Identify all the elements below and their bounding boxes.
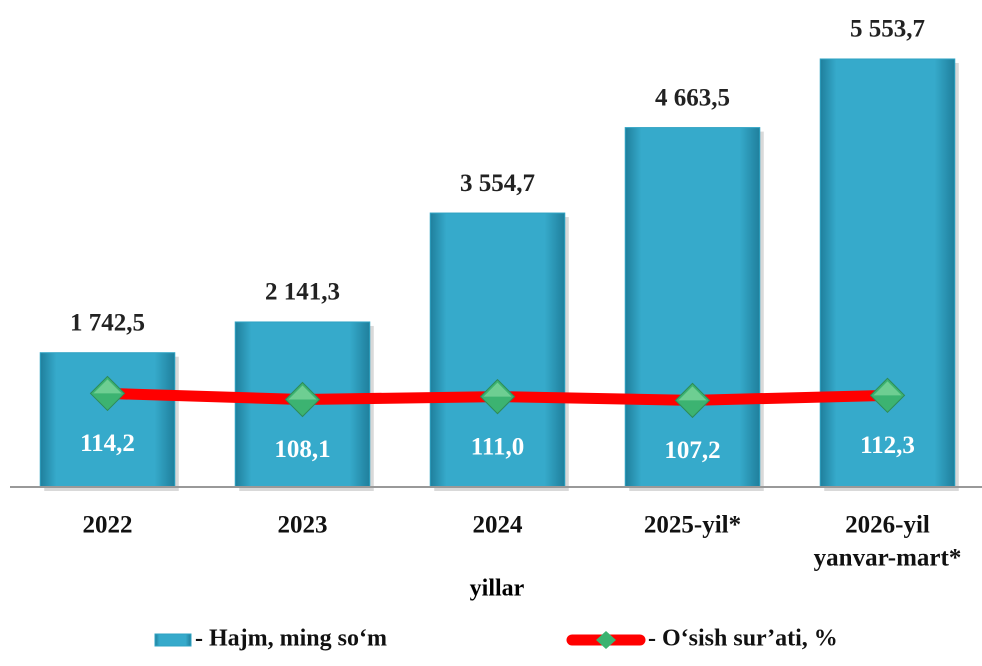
line-value-label: 107,2 xyxy=(664,437,720,464)
marker-highlight xyxy=(93,379,122,394)
marker-highlight xyxy=(288,385,317,400)
bar-value-label: 3 554,7 xyxy=(460,170,535,197)
bar-value-label: 5 553,7 xyxy=(850,16,925,43)
x-tick-label: 2026-yil xyxy=(845,512,930,539)
line-value-label: 108,1 xyxy=(274,436,330,463)
line-value-label: 112,3 xyxy=(860,432,915,459)
x-tick-label: 2025-yil* xyxy=(644,512,741,539)
bar xyxy=(819,58,956,488)
bar-value-label: 2 141,3 xyxy=(265,279,340,306)
x-axis-label: yillar xyxy=(470,576,525,602)
bar xyxy=(429,212,566,488)
legend-label: - O‘sish sur’ati, % xyxy=(648,626,838,652)
x-tick-label: 2024 xyxy=(473,512,524,539)
legend-label: - Hajm, ming so‘m xyxy=(195,626,387,652)
legend-bar-icon xyxy=(154,633,192,647)
legend-marker-icon xyxy=(596,631,616,649)
marker-highlight xyxy=(483,382,512,397)
line-value-label: 111,0 xyxy=(471,433,525,460)
line-value-label: 114,2 xyxy=(80,430,135,457)
bar-value-label: 1 742,5 xyxy=(70,309,145,336)
bar-value-label: 4 663,5 xyxy=(655,84,730,111)
x-tick-label: 2022 xyxy=(83,512,133,539)
marker xyxy=(479,378,516,415)
bar xyxy=(39,352,176,488)
bar xyxy=(624,127,761,488)
marker-highlight xyxy=(678,386,707,401)
x-tick-label: 2023 xyxy=(278,512,328,539)
x-tick-label: yanvar-mart* xyxy=(814,545,962,572)
marker-highlight xyxy=(873,381,902,396)
